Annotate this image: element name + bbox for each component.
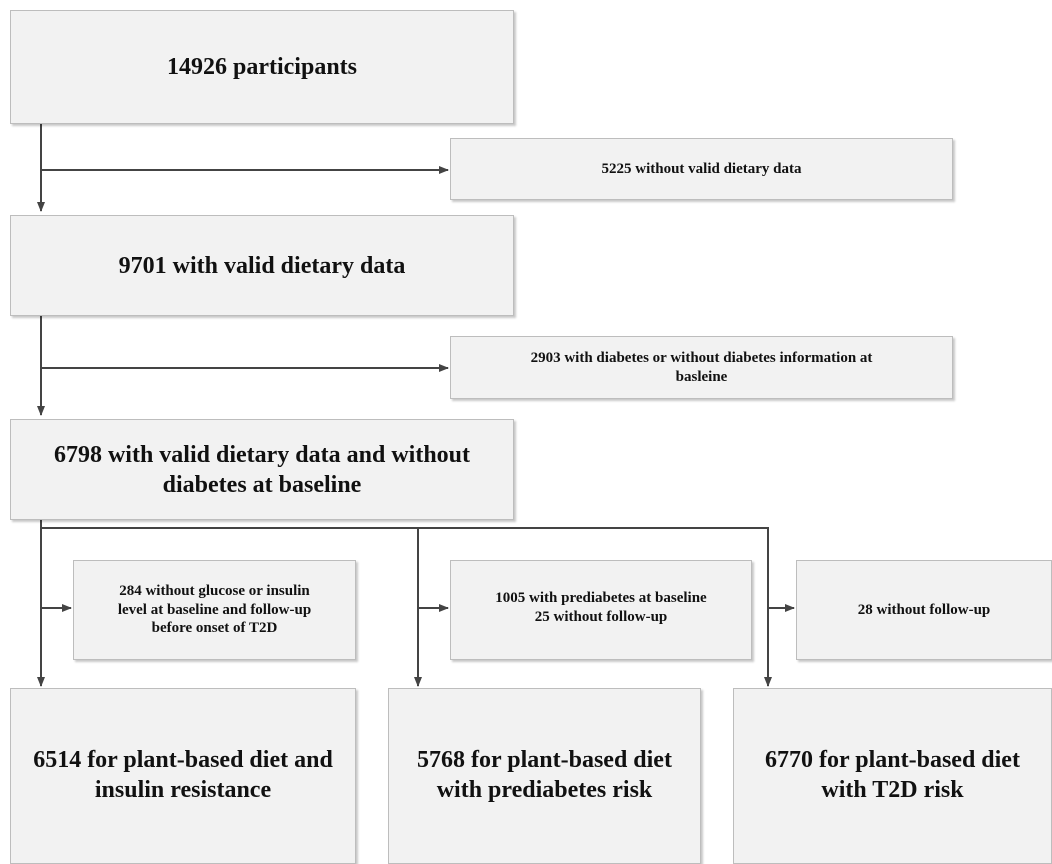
final-t2d-text: 6770 for plant-based diet with T2D risk (765, 747, 1020, 803)
final-insulin-text: 6514 for plant-based diet and insulin re… (33, 747, 333, 803)
participants-text: 14926 participants (166, 54, 357, 80)
excluded-prediabetes-text: 1005 with prediabetes at baseline 25 wit… (495, 590, 707, 625)
valid-diet-text: 9701 with valid dietary data (118, 252, 406, 279)
final-t2d-box: 6770 for plant-based diet with T2D risk (733, 688, 1052, 864)
excluded-followup-box: 28 without follow-up (796, 560, 1052, 660)
valid-diet-box: 9701 with valid dietary data (10, 215, 514, 316)
no-diabetes-box: 6798 with valid dietary data and without… (10, 419, 514, 520)
final-insulin-box: 6514 for plant-based diet and insulin re… (10, 688, 356, 864)
arrow-to-final-t2d (41, 527, 772, 687)
no-diabetes-text: 6798 with valid dietary data and without… (53, 441, 471, 498)
final-prediabetes-box: 5768 for plant-based diet with prediabet… (388, 688, 701, 864)
final-prediabetes-text: 5768 for plant-based diet with prediabet… (417, 747, 672, 803)
excluded-diabetes-box: 2903 with diabetes or without diabetes i… (450, 336, 953, 399)
participants-box: 14926 participants (10, 10, 514, 124)
excluded-glucose-box: 284 without glucose or insulin level at … (73, 560, 356, 660)
excluded-diet-box: 5225 without valid dietary data (450, 138, 953, 200)
excluded-diet-text: 5225 without valid dietary data (601, 160, 802, 177)
excluded-prediabetes-box: 1005 with prediabetes at baseline 25 wit… (450, 560, 752, 660)
excluded-glucose-text: 284 without glucose or insulin level at … (117, 582, 312, 637)
excluded-diabetes-text: 2903 with diabetes or without diabetes i… (530, 349, 873, 385)
excluded-followup-text: 28 without follow-up (857, 601, 991, 618)
